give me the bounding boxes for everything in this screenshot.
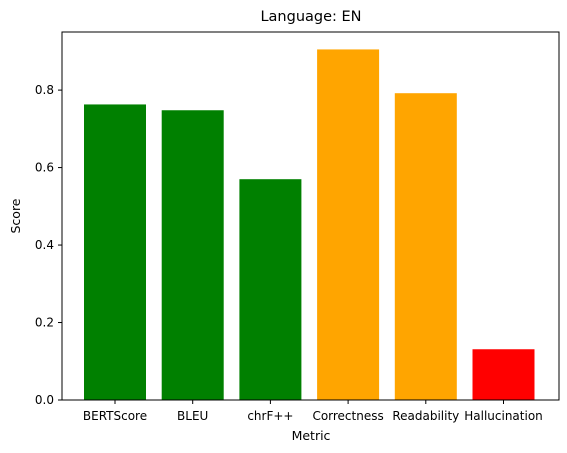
- bar-readability: [394, 93, 457, 400]
- bar-bertscore: [84, 104, 146, 400]
- bars-group: [84, 49, 535, 401]
- x-tick-label: chrF++: [247, 409, 293, 423]
- bar-bleu: [161, 110, 224, 401]
- y-tick-label: 0.2: [35, 316, 54, 330]
- bar-chrf-: [239, 179, 302, 400]
- x-tick-label: BERTScore: [83, 409, 147, 423]
- bar-hallucination: [472, 349, 535, 400]
- y-tick-label: 0.4: [35, 238, 54, 252]
- x-tick-label: Hallucination: [464, 409, 543, 423]
- x-tick-label: Correctness: [312, 409, 383, 423]
- x-tick-label: BLEU: [177, 409, 208, 423]
- bar-correctness: [317, 49, 380, 400]
- y-tick-label: 0.8: [35, 83, 54, 97]
- y-axis-label: Score: [8, 198, 23, 233]
- plot-frame: [61, 31, 560, 401]
- x-axis-label: Metric: [292, 428, 331, 443]
- y-tick-label: 0.0: [35, 393, 54, 407]
- y-axis-ticks: 0.0 0.2 0.4 0.6 0.8: [35, 83, 62, 407]
- x-axis-ticks: BERTScore BLEU chrF++ Correctness Readabilit…: [83, 400, 543, 423]
- y-tick-label: 0.6: [35, 161, 54, 175]
- chart-title: Language: EN: [260, 9, 361, 25]
- x-tick-label: Readability: [392, 409, 459, 423]
